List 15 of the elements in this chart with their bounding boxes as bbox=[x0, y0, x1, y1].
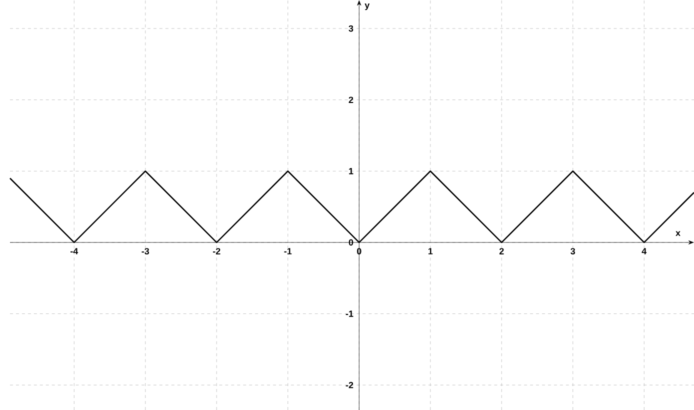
x-tick-label: 1 bbox=[428, 248, 433, 254]
y-tick-label: 1 bbox=[349, 168, 354, 174]
x-tick-label: -3 bbox=[142, 248, 150, 254]
y-tick-label: -2 bbox=[346, 382, 354, 388]
x-tick-label: 4 bbox=[642, 248, 647, 254]
y-tick-label: -1 bbox=[346, 310, 354, 317]
y-tick-label: 3 bbox=[348, 25, 354, 32]
x-axis-title: x bbox=[676, 231, 680, 236]
y-axis-title: y bbox=[364, 4, 370, 10]
x-tick-label: 3 bbox=[570, 248, 576, 254]
x-tick-label: -1 bbox=[284, 248, 292, 254]
x-tick-label: -4 bbox=[70, 248, 78, 254]
x-tick-label: -2 bbox=[212, 248, 220, 254]
y-tick-label: 2 bbox=[348, 96, 354, 103]
x-tick-label: 2 bbox=[499, 248, 504, 254]
